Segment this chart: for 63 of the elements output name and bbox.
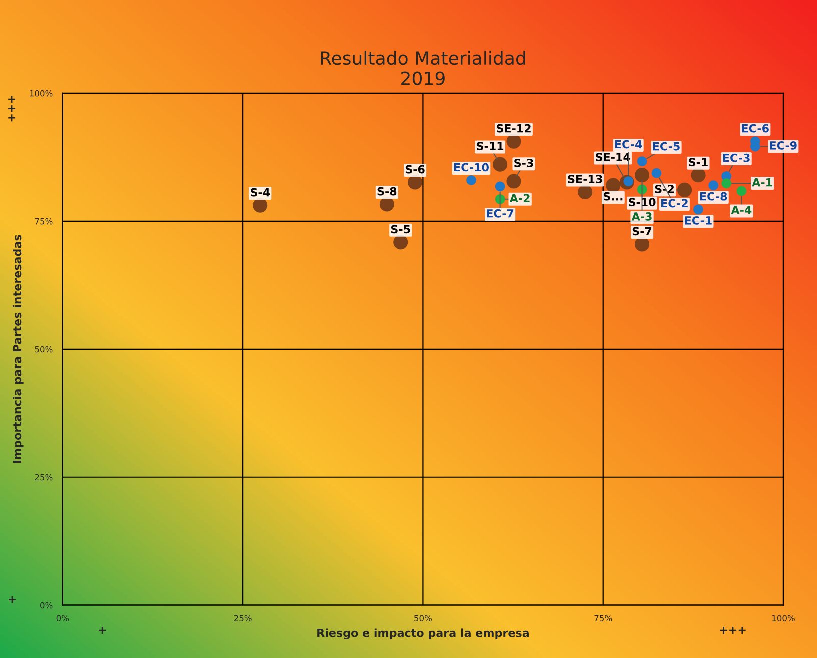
y-axis-title: Importancia para Partes interesadas — [13, 235, 24, 464]
point — [506, 134, 522, 149]
point — [678, 182, 692, 198]
x-tick-label: 0% — [56, 615, 70, 622]
point — [722, 178, 732, 188]
x-axis-title: Riesgo e impacto para la empresa — [318, 628, 529, 640]
point — [408, 175, 423, 190]
point — [634, 168, 650, 183]
point — [691, 168, 706, 183]
point — [394, 235, 408, 250]
chart-title: Resultado Materialidad 2019 — [321, 51, 526, 86]
annotation: S-8 — [378, 187, 397, 196]
text: + — [99, 627, 106, 634]
annotation: EC-8 — [700, 192, 728, 201]
point — [380, 197, 394, 212]
point — [495, 182, 506, 192]
annotation: S-3 — [514, 158, 534, 168]
point — [708, 180, 719, 190]
x-tick-label: 100% — [772, 615, 795, 622]
point — [694, 204, 704, 215]
annotation: EC-2 — [662, 199, 688, 208]
y-tick-label: 0% — [40, 602, 53, 609]
y-tick-label: 75% — [35, 218, 53, 225]
annotation: EC-5 — [653, 142, 680, 151]
annotation: A-3 — [632, 212, 652, 221]
point — [637, 156, 648, 166]
annotation: S-11 — [477, 142, 504, 150]
annotation: EC-10 — [454, 163, 489, 172]
text: +++ — [8, 96, 16, 122]
annotation: SE-13 — [568, 175, 602, 184]
annotation: S-4 — [250, 188, 270, 197]
point — [606, 178, 621, 193]
annotation: A-1 — [752, 178, 772, 187]
point — [578, 184, 593, 200]
annotation: S-1 — [689, 158, 708, 167]
point — [466, 176, 476, 186]
y-tick-label: 25% — [35, 474, 53, 481]
annotation: S-6 — [406, 165, 425, 174]
point — [506, 174, 522, 189]
annotation: S-7 — [632, 227, 652, 236]
annotation: EC-4 — [615, 140, 642, 149]
point — [253, 198, 268, 213]
annotation: EC-1 — [685, 216, 712, 225]
annotation: EC-7 — [487, 209, 514, 218]
annotation: A-2 — [510, 194, 530, 202]
annotation: A-4 — [731, 206, 752, 214]
y-tick-label: 100% — [30, 90, 53, 97]
text: +++ — [720, 627, 746, 634]
annotation: EC-9 — [770, 141, 797, 150]
point — [652, 168, 662, 178]
x-tick-label: 25% — [234, 615, 252, 622]
annotation: EC-6 — [742, 124, 769, 133]
point — [736, 186, 747, 196]
y-tick-label: 50% — [35, 346, 53, 353]
x-tick-label: 50% — [414, 615, 432, 622]
point — [493, 157, 508, 172]
point — [634, 237, 650, 252]
annotation: S... — [604, 192, 623, 201]
annotation: S-5 — [391, 225, 410, 234]
annotation: SE-12 — [496, 124, 531, 133]
annotation: EC-3 — [723, 154, 750, 162]
x-tick-label: 75% — [594, 615, 612, 622]
text: + — [8, 596, 16, 604]
